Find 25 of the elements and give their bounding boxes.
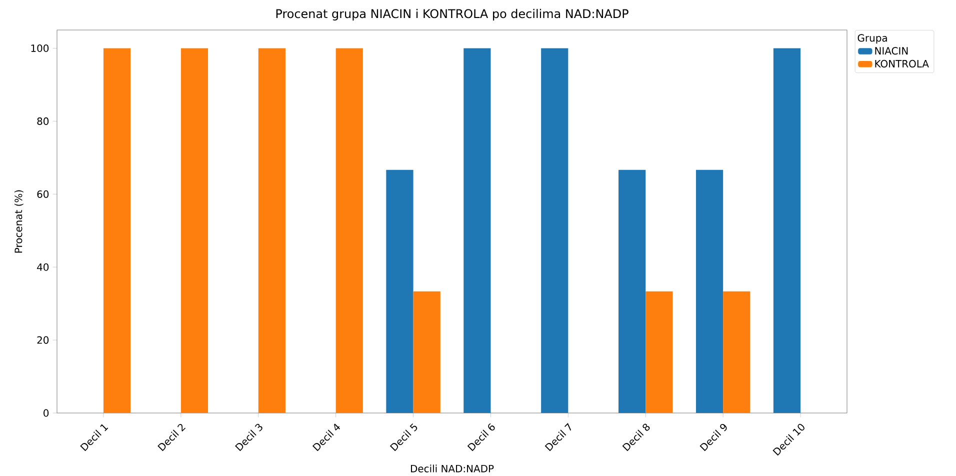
bar: [258, 48, 286, 413]
bar: [336, 48, 363, 413]
y-tick-label: 0: [44, 409, 49, 417]
legend-title: Grupa: [858, 34, 887, 44]
chart-title: Procenat grupa NIACIN i KONTROLA po decilima NAD:NADP: [276, 8, 628, 20]
legend-label: NIACIN: [875, 47, 908, 55]
bar: [541, 48, 568, 413]
bar: [723, 291, 750, 413]
y-tick-label: 80: [37, 117, 49, 125]
y-tick-label: 20: [37, 336, 49, 344]
bar: [646, 291, 673, 413]
y-axis-title: Procenat (%): [14, 190, 24, 253]
x-axis-title: Decili NAD:NADP: [410, 464, 494, 472]
bar: [413, 291, 440, 413]
bar: [180, 48, 208, 413]
bar: [696, 170, 724, 413]
y-tick-label: 100: [31, 44, 49, 52]
bar: [103, 48, 131, 413]
bar: [618, 170, 646, 413]
bar: [773, 48, 801, 413]
legend-label: KONTROLA: [875, 60, 929, 68]
y-tick-label: 40: [37, 263, 49, 271]
bar: [464, 48, 491, 413]
y-tick-label: 60: [37, 190, 49, 198]
bar: [386, 170, 414, 413]
